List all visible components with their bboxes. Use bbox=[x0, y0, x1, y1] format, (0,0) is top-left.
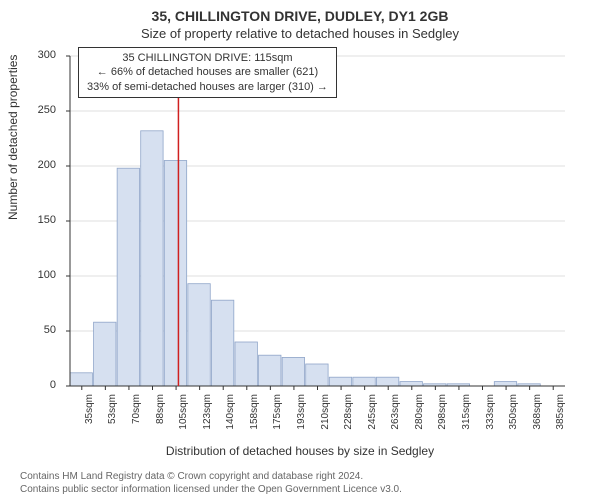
x-tick-label: 158sqm bbox=[249, 394, 260, 434]
annotation-line1: 35 CHILLINGTON DRIVE: 115sqm bbox=[87, 51, 328, 65]
x-tick-label: 385sqm bbox=[555, 394, 566, 434]
x-tick-label: 88sqm bbox=[155, 394, 166, 434]
footer-attribution: Contains HM Land Registry data © Crown c… bbox=[20, 470, 402, 496]
y-tick-label: 200 bbox=[16, 159, 56, 171]
x-tick-label: 263sqm bbox=[390, 394, 401, 434]
annotation-box: 35 CHILLINGTON DRIVE: 115sqm ← 66% of de… bbox=[78, 47, 337, 98]
x-tick-label: 280sqm bbox=[414, 394, 425, 434]
x-tick-label: 315sqm bbox=[461, 394, 472, 434]
x-tick-label: 35sqm bbox=[84, 394, 95, 434]
x-axis-label: Distribution of detached houses by size … bbox=[0, 444, 600, 458]
annotation-line2: ← 66% of detached houses are smaller (62… bbox=[87, 65, 328, 79]
x-tick-label: 228sqm bbox=[343, 394, 354, 434]
chart-title-line1: 35, CHILLINGTON DRIVE, DUDLEY, DY1 2GB bbox=[0, 0, 600, 24]
plot-area bbox=[60, 46, 575, 416]
x-tick-label: 210sqm bbox=[320, 394, 331, 434]
annotation-line3: 33% of semi-detached houses are larger (… bbox=[87, 80, 328, 94]
x-tick-label: 245sqm bbox=[367, 394, 378, 434]
y-tick-label: 150 bbox=[16, 214, 56, 226]
x-tick-label: 175sqm bbox=[272, 394, 283, 434]
footer-line1: Contains HM Land Registry data © Crown c… bbox=[20, 470, 402, 483]
x-tick-label: 70sqm bbox=[131, 394, 142, 434]
histogram-chart bbox=[60, 46, 575, 416]
y-tick-label: 250 bbox=[16, 104, 56, 116]
y-axis-label: Number of detached properties bbox=[6, 55, 20, 220]
x-tick-label: 53sqm bbox=[107, 394, 118, 434]
x-tick-label: 105sqm bbox=[178, 394, 189, 434]
y-tick-label: 0 bbox=[16, 379, 56, 391]
x-tick-label: 298sqm bbox=[437, 394, 448, 434]
y-tick-label: 50 bbox=[16, 324, 56, 336]
x-tick-label: 350sqm bbox=[508, 394, 519, 434]
x-tick-label: 333sqm bbox=[485, 394, 496, 434]
y-tick-label: 100 bbox=[16, 269, 56, 281]
footer-line2: Contains public sector information licen… bbox=[20, 483, 402, 496]
x-tick-label: 140sqm bbox=[225, 394, 236, 434]
y-tick-label: 300 bbox=[16, 49, 56, 61]
x-tick-label: 368sqm bbox=[532, 394, 543, 434]
x-tick-label: 193sqm bbox=[296, 394, 307, 434]
chart-title-line2: Size of property relative to detached ho… bbox=[0, 24, 600, 41]
x-tick-label: 123sqm bbox=[202, 394, 213, 434]
